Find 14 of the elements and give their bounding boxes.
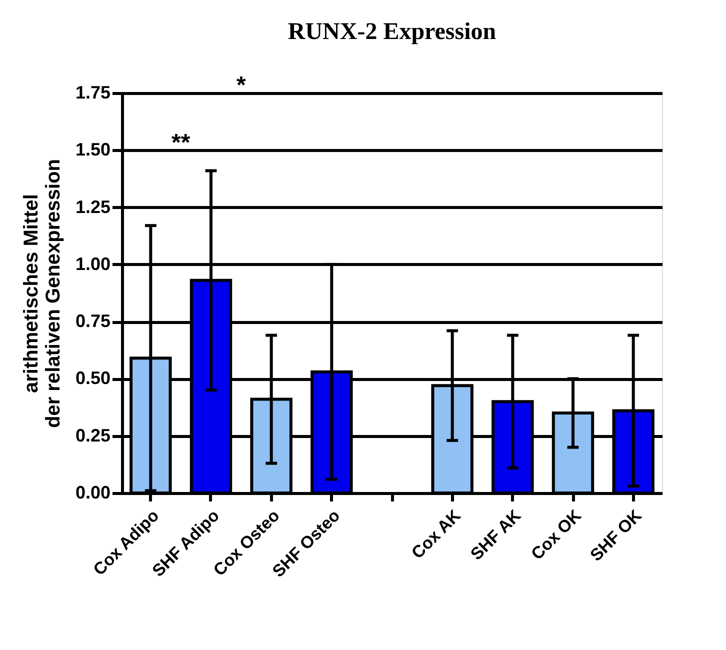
annotation: ** <box>171 129 191 156</box>
y-tick-label: 1.75 <box>75 82 110 102</box>
annotation: * <box>236 72 246 100</box>
y-tick-label: 1.50 <box>75 140 110 160</box>
y-tick-label: 0.75 <box>75 311 110 332</box>
y-tick-label: 0.25 <box>75 425 110 446</box>
y-tick-label: 0.00 <box>75 482 110 502</box>
x-tick-label: Cox AK <box>408 506 465 562</box>
chart-title: RUNX-2 Expression <box>288 19 496 46</box>
y-axis-title: arithmetisches Mittel der relativen Genexpression <box>20 158 64 428</box>
y-tick-label: 1.00 <box>75 254 110 274</box>
y-tick-label: 0.50 <box>75 368 110 388</box>
y-tick-label: 1.25 <box>75 196 110 217</box>
x-tick-label: Cox OK <box>528 506 586 564</box>
